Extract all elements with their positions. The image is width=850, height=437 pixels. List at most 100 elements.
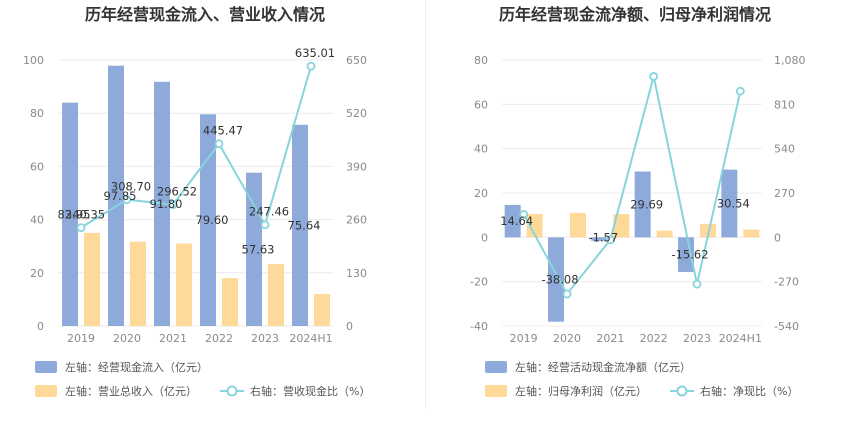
c0-legend-swatch-1 [35,385,57,397]
c0-left-tick-label: 20 [30,267,44,280]
c1-legend-label-2: 右轴：净现比（%） [700,384,798,398]
c1-left-tick-label: -40 [470,320,488,333]
c0-bar-s1-2 [176,243,192,326]
c0-bar-label-5: 75.64 [288,218,321,232]
c1-bar-s0-2 [591,237,608,241]
c1-bar-label-5: 30.54 [717,196,750,210]
c0-line-label-4: 247.46 [249,205,289,219]
c1-bar-s1-0 [526,214,543,238]
chart-panel-right: 历年经营现金流净额、归母净利润情况 -40 -20 0 20 40 60 80 -540 -27… [427,0,850,437]
c0-legend-label-0: 左轴：经营现金流入（亿元） [65,360,208,374]
c1-line-point-0 [519,209,529,219]
c1-left-tick-label: 20 [474,187,488,200]
c1-x-tick-label: 2020 [553,332,581,345]
c0-left-tick-label: 100 [23,54,44,67]
c1-x-tick-label: 2022 [640,332,668,345]
c1-bar-s1-2 [613,214,630,238]
c1-bar-label-4: -15.62 [671,248,708,262]
c0-x-tick-label: 2024H1 [289,332,332,345]
c0-bar-label-3: 79.60 [196,213,229,227]
chart-right-svg: 历年经营现金流净额、归母净利润情况 -40 -20 0 20 40 60 80 -540 -27… [470,5,806,398]
c1-bar-s0-0 [504,204,521,238]
c1-x-tick-label: 2021 [596,332,624,345]
c0-x-tick-label: 2019 [67,332,95,345]
c0-x-tick-label: 2023 [251,332,279,345]
c0-legend-swatch-0 [35,361,57,373]
c0-line-label-3: 445.47 [203,124,243,138]
c0-bar-s0-0 [62,102,78,327]
c1-x-tick-label: 2024H1 [719,332,762,345]
c1-x-tick-label: 2023 [683,332,711,345]
c1-legend-swatch-1 [485,385,507,397]
c0-bar-label-1: 97.85 [104,189,137,203]
c0-bar-s1-5 [314,294,330,326]
c0-x-tick-label: 2022 [205,332,233,345]
c1-legend-label-1: 左轴：归母净利润（亿元） [515,384,647,398]
c0-x-tick-label: 2020 [113,332,141,345]
c1-legend-label-0: 左轴：经营活动现金流净额（亿元） [515,360,691,374]
c1-right-tick-label: 270 [774,187,795,200]
c1-bar-label-1: -38.08 [541,273,578,287]
c1-left-tick-label: 60 [474,98,488,111]
c1-bar-label-0: 14.64 [500,214,533,228]
c0-line-point-2 [168,200,178,210]
c0-right-tick-label: 130 [346,267,367,280]
c0-line-label-2: 296.52 [157,185,197,199]
c1-line-point-3 [649,72,659,81]
c1-right-tick-label: 540 [774,143,795,156]
c0-right-tick-label: 520 [346,107,367,120]
c0-right-tick-label: 650 [346,54,367,67]
c0-line-point-3 [214,139,224,149]
c0-bar-label-0: 83.95 [58,207,91,221]
chart-left-title: 历年经营现金流入、营业收入情况 [85,5,325,24]
c0-left-tick-label: 0 [37,320,44,333]
c1-right-tick-label: -270 [774,276,799,289]
c1-line-point-4 [692,279,702,289]
c0-bar-s1-0 [84,232,100,326]
c1-bar-s1-1 [570,212,586,238]
chart-panel-left: 历年经营现金流入、营业收入情况 0 20 40 60 80 100 0 130 260 390 52… [23,5,370,398]
c0-bar-s1-3 [222,278,238,326]
c0-line-label-0: 240.35 [65,208,105,222]
c1-right-tick-label: 810 [774,98,795,111]
chart-right-title: 历年经营现金流净额、归母净利润情况 [499,5,771,24]
c0-bar-label-4: 57.63 [242,242,275,256]
c1-line-series [522,76,742,296]
c0-left-tick-label: 60 [30,160,44,173]
c0-bar-label-2: 91.80 [150,197,183,211]
c1-legend-marker-2 [676,385,688,397]
c1-right-tick-label: 1,080 [774,54,806,67]
c0-line-point-5 [306,61,316,71]
c0-left-tick-label: 40 [30,214,44,227]
c0-bar-s1-1 [130,241,146,326]
chart-left-svg: 历年经营现金流入、营业收入情况 0 20 40 60 80 100 0 130 260 390 52… [23,5,370,398]
c1-right-tick-label: -540 [774,320,799,333]
c0-right-tick-label: 390 [346,160,367,173]
c0-line-point-4 [260,220,270,230]
c1-line-point-1 [562,289,572,299]
panel-divider [425,0,426,410]
c1-left-tick-label: 80 [474,54,488,67]
c1-bar-label-3: 29.69 [630,197,663,211]
c1-bar-s0-1 [548,237,564,322]
c0-bar-s0-3 [200,114,216,326]
c1-left-tick-label: 40 [474,143,488,156]
c0-right-tick-label: 260 [346,214,367,227]
c0-bar-s1-4 [268,264,284,326]
c0-line-label-5: 635.01 [295,46,335,60]
c0-line-label-1: 308.70 [111,180,151,194]
c0-x-tick-label: 2021 [159,332,187,345]
c1-legend-swatch-0 [485,361,507,373]
c1-x-tick-label: 2019 [510,332,538,345]
c0-bar-s0-5 [292,124,308,326]
c0-right-tick-label: 0 [346,320,353,333]
c0-bar-s0-1 [108,65,124,327]
c1-right-tick-label: 0 [774,231,781,244]
c1-line-point-5 [735,86,745,96]
c1-bar-s0-3 [634,171,651,238]
c0-line-point-0 [76,223,86,233]
c0-legend-label-2: 右轴：营收现金比（%） [250,384,370,398]
c1-bar-s1-5 [743,229,760,238]
c1-line-point-2 [605,235,615,245]
c0-legend-label-1: 左轴：营业总收入（亿元） [65,384,197,398]
